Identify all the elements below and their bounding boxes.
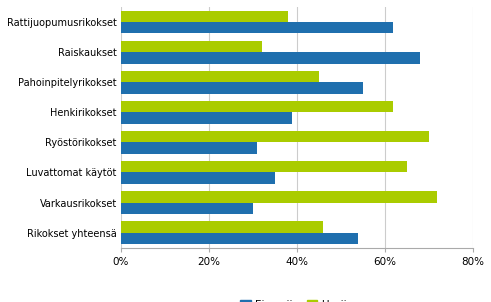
Bar (121, 172, 275, 184)
Legend: Ei uusija, Uusija: Ei uusija, Uusija (236, 296, 357, 302)
Bar (121, 52, 420, 63)
Bar (121, 22, 393, 34)
Bar (121, 41, 262, 52)
Bar (121, 142, 257, 154)
Bar (121, 82, 363, 94)
Bar (121, 233, 358, 244)
Bar (121, 101, 393, 112)
Bar (121, 161, 407, 172)
Bar (121, 221, 323, 233)
Bar (121, 71, 319, 82)
Bar (121, 11, 288, 22)
Bar (121, 131, 429, 142)
Bar (121, 112, 292, 124)
Bar (121, 203, 253, 214)
Bar (121, 191, 437, 203)
